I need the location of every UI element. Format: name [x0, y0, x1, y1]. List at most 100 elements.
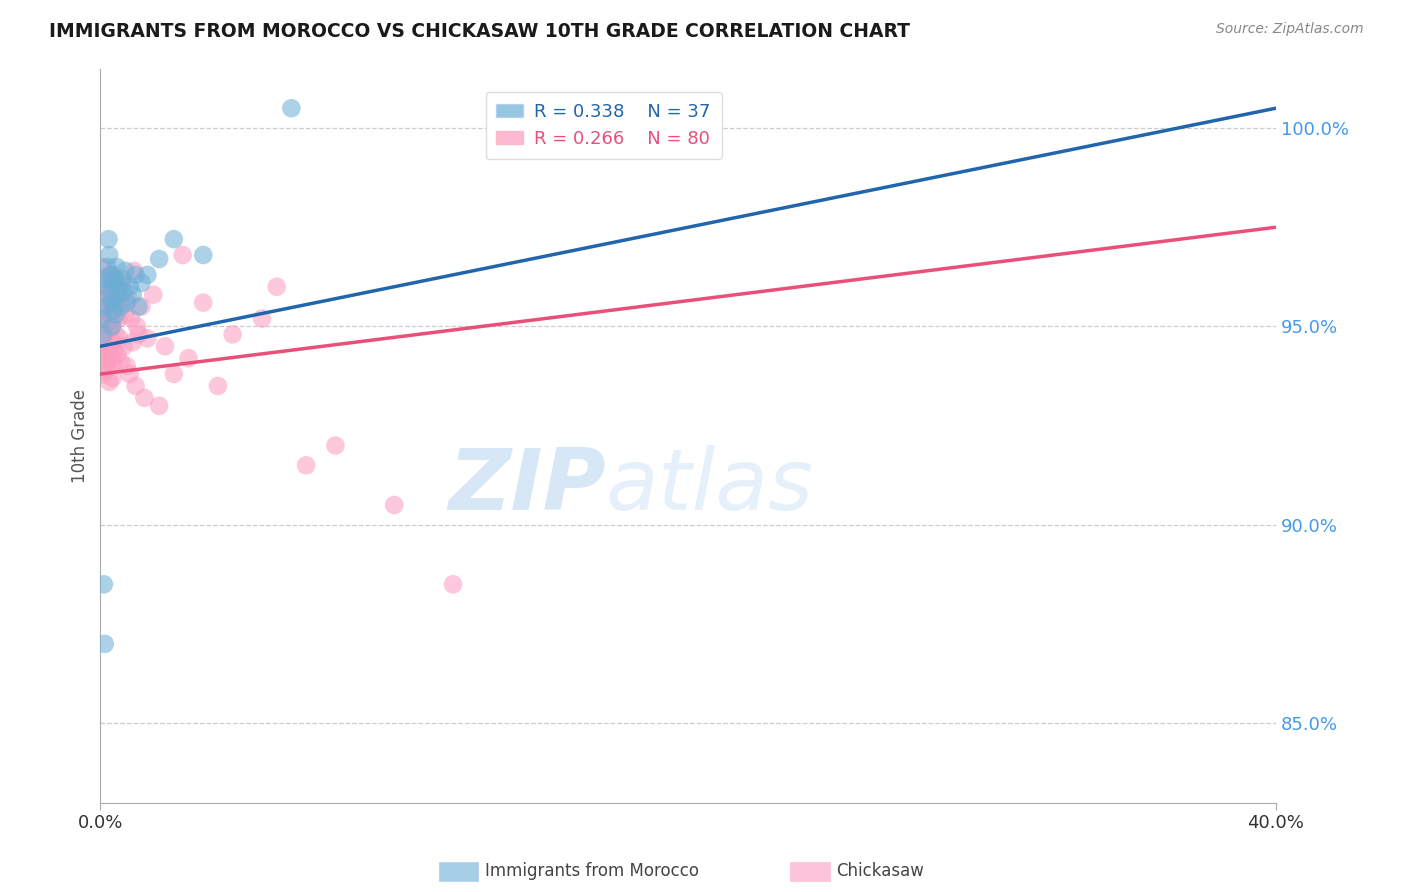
- Point: [110, 295, 132, 310]
- Point: [94, 295, 117, 310]
- Point: [96, 292, 118, 306]
- Point: [97, 351, 120, 366]
- Point: [115, 295, 138, 310]
- Text: Source: ZipAtlas.com: Source: ZipAtlas.com: [1216, 22, 1364, 37]
- Point: [131, 276, 153, 290]
- Point: [101, 319, 124, 334]
- Point: [104, 308, 127, 322]
- Point: [98, 248, 121, 262]
- Point: [112, 339, 135, 353]
- Point: [124, 268, 146, 282]
- Point: [104, 279, 127, 293]
- Point: [441, 577, 464, 591]
- Point: [101, 319, 124, 334]
- Point: [94, 637, 117, 651]
- Point: [96, 308, 118, 322]
- Point: [193, 248, 215, 262]
- Point: [101, 335, 124, 350]
- Point: [105, 284, 128, 298]
- Point: [295, 458, 318, 473]
- Point: [118, 279, 141, 293]
- Point: [172, 248, 194, 262]
- Point: [97, 260, 120, 274]
- Point: [93, 367, 115, 381]
- Point: [97, 232, 120, 246]
- Point: [100, 268, 122, 282]
- Point: [94, 327, 117, 342]
- Point: [193, 295, 215, 310]
- Point: [148, 252, 170, 266]
- Point: [120, 311, 142, 326]
- Point: [110, 287, 132, 301]
- Point: [107, 287, 129, 301]
- Point: [110, 300, 132, 314]
- Point: [93, 339, 115, 353]
- Point: [131, 300, 153, 314]
- Point: [90, 319, 112, 334]
- Point: [91, 300, 114, 314]
- Point: [98, 375, 121, 389]
- Point: [91, 347, 114, 361]
- Point: [94, 272, 117, 286]
- Point: [107, 311, 129, 326]
- Point: [121, 287, 143, 301]
- Point: [104, 272, 127, 286]
- Point: [108, 279, 131, 293]
- Point: [101, 371, 124, 385]
- Point: [134, 391, 156, 405]
- Point: [104, 300, 127, 314]
- Point: [108, 331, 131, 345]
- Point: [100, 351, 122, 366]
- Point: [121, 335, 143, 350]
- Point: [101, 300, 124, 314]
- Point: [105, 347, 128, 361]
- Point: [148, 399, 170, 413]
- Point: [105, 260, 128, 274]
- Point: [100, 272, 122, 286]
- Point: [96, 359, 118, 373]
- Point: [93, 316, 115, 330]
- Point: [97, 343, 120, 358]
- Point: [94, 363, 117, 377]
- Point: [103, 292, 125, 306]
- Point: [91, 287, 114, 301]
- Point: [98, 287, 121, 301]
- Point: [115, 359, 138, 373]
- Point: [91, 327, 114, 342]
- Point: [221, 327, 243, 342]
- Text: Chickasaw: Chickasaw: [837, 863, 925, 880]
- Point: [266, 279, 288, 293]
- Point: [93, 577, 115, 591]
- Point: [103, 303, 125, 318]
- Point: [103, 268, 125, 282]
- Point: [110, 355, 132, 369]
- Point: [111, 272, 134, 286]
- Point: [163, 367, 186, 381]
- Point: [97, 284, 120, 298]
- Point: [114, 308, 136, 322]
- Point: [153, 339, 176, 353]
- Point: [128, 327, 150, 342]
- Point: [128, 300, 150, 314]
- Point: [103, 343, 125, 358]
- Point: [250, 311, 273, 326]
- Point: [94, 335, 117, 350]
- Text: ZIP: ZIP: [449, 445, 606, 528]
- Point: [124, 379, 146, 393]
- Legend: R = 0.338    N = 37, R = 0.266    N = 80: R = 0.338 N = 37, R = 0.266 N = 80: [485, 92, 721, 159]
- Point: [96, 300, 118, 314]
- Point: [103, 355, 125, 369]
- Point: [97, 292, 120, 306]
- Point: [117, 292, 139, 306]
- Point: [91, 260, 114, 274]
- Point: [97, 276, 120, 290]
- Point: [100, 295, 122, 310]
- Point: [142, 287, 165, 301]
- Point: [90, 311, 112, 326]
- Point: [101, 316, 124, 330]
- Y-axis label: 10th Grade: 10th Grade: [72, 389, 89, 483]
- Point: [127, 319, 149, 334]
- Point: [93, 311, 115, 326]
- Point: [163, 232, 186, 246]
- Point: [98, 323, 121, 337]
